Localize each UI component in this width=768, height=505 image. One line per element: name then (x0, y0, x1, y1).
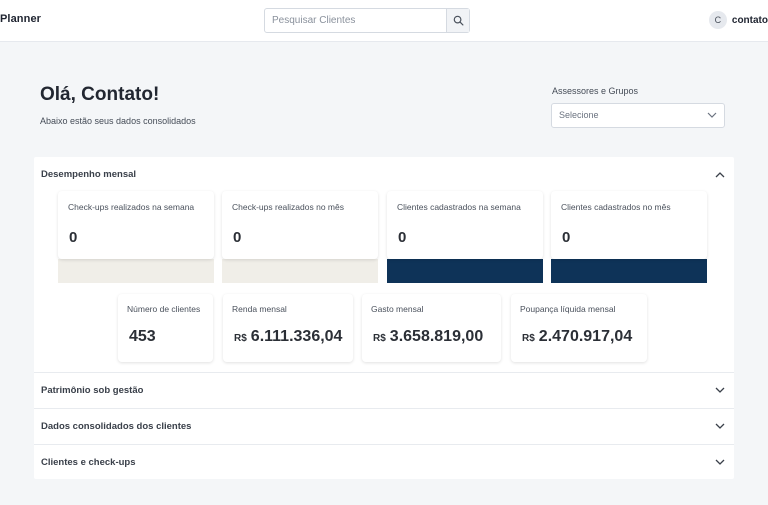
section-patrimonio-header[interactable]: Patrimônio sob gestão (34, 373, 734, 408)
section-title: Patrimônio sob gestão (41, 385, 144, 396)
filter-label: Assessores e Grupos (552, 86, 639, 96)
kpi-label: Check-ups realizados na semana (68, 202, 195, 212)
section-title: Dados consolidados dos clientes (41, 421, 192, 432)
section-title: Desempenho mensal (41, 169, 137, 180)
user-menu[interactable]: C contato (708, 11, 768, 29)
kpi-value: 0 (69, 229, 78, 246)
dashboard-panel: Desempenho mensal Check-ups realizados n… (34, 157, 734, 479)
stat-value: R$ 3.658.819,00 (373, 328, 483, 346)
kpi-value: 0 (398, 229, 407, 246)
search-button[interactable] (446, 9, 469, 32)
select-value: Selecione (559, 110, 599, 120)
chevron-down-icon (707, 112, 717, 118)
section-title: Clientes e check-ups (41, 457, 136, 468)
stat-number: 2.470.917,04 (538, 328, 633, 345)
stat-card-expenses: Gasto mensal R$ 3.658.819,00 (362, 294, 501, 362)
kpi-label: Clientes cadastrados na semana (397, 202, 521, 212)
kpi-base (551, 259, 707, 283)
stat-number: 6.111.336,04 (250, 328, 343, 345)
kpi-card-body: Clientes cadastrados no mês 0 (551, 191, 707, 259)
user-name[interactable]: contato (731, 14, 768, 26)
search-input[interactable] (265, 9, 447, 32)
kpi-label: Check-ups realizados no mês (232, 202, 344, 212)
kpi-card-body: Clientes cadastrados na semana 0 (387, 191, 543, 259)
divider (34, 444, 734, 445)
stat-card-savings: Poupança líquida mensal R$ 2.470.917,04 (511, 294, 647, 362)
kpi-base (387, 259, 543, 283)
kpi-value: 0 (233, 229, 242, 246)
stat-label: Renda mensal (232, 304, 287, 314)
avatar[interactable]: C (708, 11, 727, 29)
kpi-card-checkups-month: Check-ups realizados no mês 0 (222, 191, 378, 283)
stat-number: 453 (129, 328, 156, 345)
currency-symbol: R$ (522, 333, 535, 344)
kpi-card-clients-month: Clientes cadastrados no mês 0 (551, 191, 707, 283)
chevron-down-icon (715, 459, 725, 465)
stat-card-income: Renda mensal R$ 6.111.336,04 (223, 294, 353, 362)
kpi-base (58, 259, 214, 283)
section-dados-header[interactable]: Dados consolidados dos clientes (34, 409, 734, 444)
currency-symbol: R$ (373, 333, 386, 344)
kpi-card-body: Check-ups realizados no mês 0 (222, 191, 378, 259)
kpi-base (222, 259, 378, 283)
search-icon (453, 15, 463, 26)
stat-card-clients: Número de clientes 453 (118, 294, 213, 362)
stat-value: 453 (129, 328, 156, 346)
chevron-up-icon (715, 172, 725, 178)
search-box (264, 8, 470, 33)
section-desempenho-header[interactable]: Desempenho mensal (34, 157, 734, 192)
kpi-card-checkups-week: Check-ups realizados na semana 0 (58, 191, 214, 283)
kpi-card-body: Check-ups realizados na semana 0 (58, 191, 214, 259)
stat-number: 3.658.819,00 (389, 328, 484, 345)
section-clientes-header[interactable]: Clientes e check-ups (34, 445, 734, 480)
stat-label: Número de clientes (127, 304, 201, 314)
top-bar: Planner C contato (0, 0, 768, 42)
stat-value: R$ 2.470.917,04 (522, 328, 632, 346)
app-logo[interactable]: Planner (0, 13, 42, 25)
advisors-groups-select[interactable]: Selecione (551, 103, 725, 128)
kpi-label: Clientes cadastrados no mês (561, 202, 671, 212)
page-title: Olá, Contato! (40, 84, 160, 105)
divider (34, 408, 734, 409)
kpi-card-clients-week: Clientes cadastrados na semana 0 (387, 191, 543, 283)
stat-value: R$ 6.111.336,04 (234, 328, 342, 346)
stat-label: Poupança líquida mensal (520, 304, 616, 314)
chevron-down-icon (715, 387, 725, 393)
divider (34, 372, 734, 373)
page-subtitle: Abaixo estão seus dados consolidados (40, 116, 196, 126)
stat-label: Gasto mensal (371, 304, 424, 314)
chevron-down-icon (715, 423, 725, 429)
currency-symbol: R$ (234, 333, 247, 344)
kpi-value: 0 (562, 229, 571, 246)
